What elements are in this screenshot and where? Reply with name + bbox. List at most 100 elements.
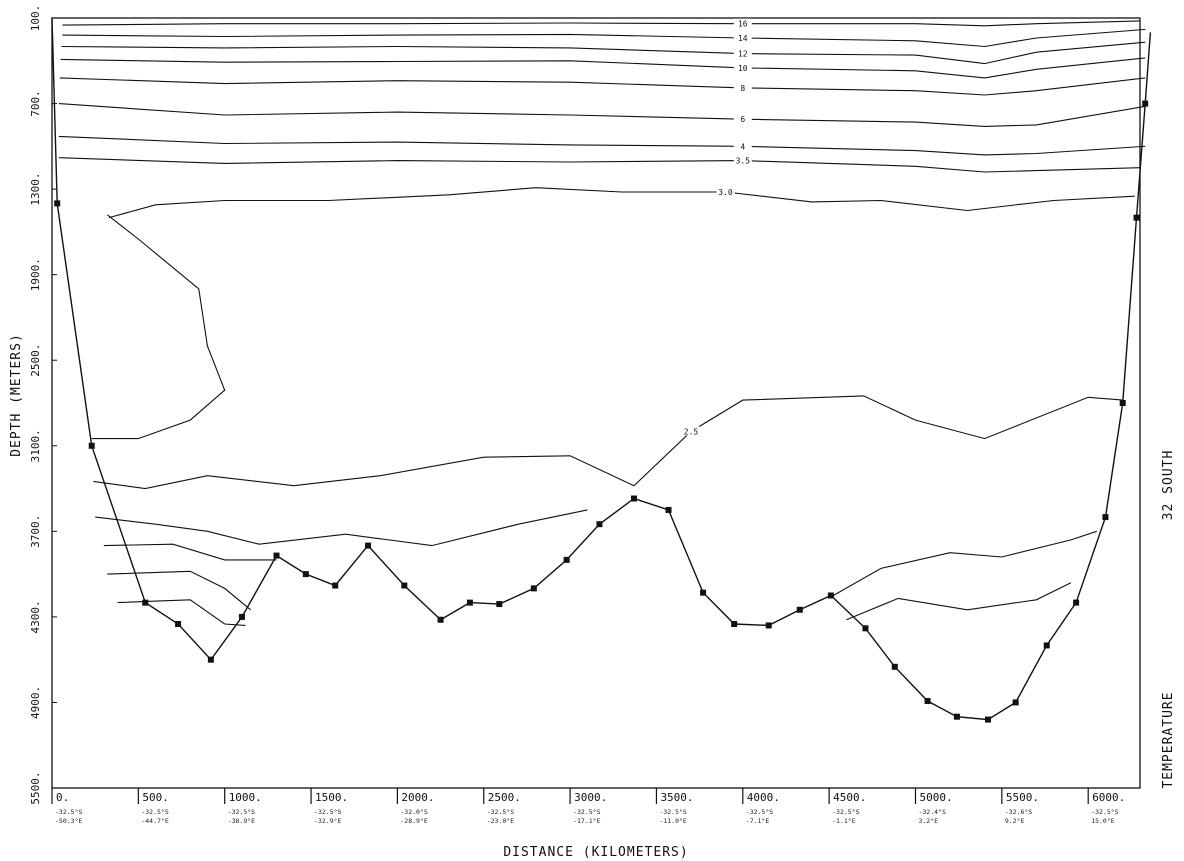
x-tick-longitude: -38.9°E — [228, 817, 255, 825]
x-tick-latitude: -32.4°S — [918, 808, 945, 816]
isotherm-line — [93, 396, 1122, 489]
station-marker — [54, 200, 60, 206]
y-axis-title: DEPTH (METERS) — [9, 333, 24, 457]
station-marker — [208, 657, 214, 663]
isotherm-label: 14 — [738, 34, 748, 43]
x-tick-label: 0. — [56, 791, 69, 804]
x-tick-latitude: -32.5°S — [746, 808, 773, 816]
x-tick-latitude: -32.5°S — [314, 808, 341, 816]
station-marker — [365, 543, 371, 549]
x-tick-longitude: 15.0°E — [1091, 817, 1115, 825]
station-marker — [892, 664, 898, 670]
y-tick-label: 3100. — [29, 429, 42, 462]
station-marker — [1142, 101, 1148, 107]
y-tick-label: 100. — [29, 5, 42, 32]
isotherm-label: 6 — [740, 115, 745, 124]
y-tick-label: 2500. — [29, 344, 42, 377]
isotherm-label: 8 — [740, 84, 745, 93]
x-axis-title: DISTANCE (KILOMETERS) — [503, 845, 688, 860]
station-marker — [731, 621, 737, 627]
x-tick-longitude: -11.0°E — [659, 817, 686, 825]
x-tick-longitude: -50.3°E — [55, 817, 82, 825]
x-tick-label: 5000. — [919, 791, 952, 804]
x-tick-label: 2000. — [401, 791, 434, 804]
y-tick-label: 1300. — [29, 173, 42, 206]
isotherm-line — [62, 29, 1145, 46]
x-tick-label: 500. — [142, 791, 169, 804]
isotherm-label: 2.5 — [684, 428, 699, 437]
station-marker — [666, 507, 672, 513]
isotherm-line — [61, 58, 1146, 78]
isotherm-line — [831, 531, 1097, 597]
station-marker — [531, 585, 537, 591]
station-marker — [438, 617, 444, 623]
isotherm-line — [107, 571, 250, 610]
x-tick-latitude: -32.5°S — [141, 808, 168, 816]
station-marker — [828, 593, 834, 599]
x-tick-longitude: -28.9°E — [400, 817, 427, 825]
station-marker — [1134, 215, 1140, 221]
station-marker — [274, 553, 280, 559]
isotherm-line — [59, 104, 1145, 127]
x-tick-label: 4000. — [747, 791, 780, 804]
y-tick-label: 700. — [29, 90, 42, 117]
x-tick-label: 5500. — [1006, 791, 1039, 804]
x-tick-latitude: -32.5°S — [832, 808, 859, 816]
x-tick-label: 3500. — [660, 791, 693, 804]
station-marker — [89, 443, 95, 449]
station-marker — [1073, 600, 1079, 606]
x-tick-label: 2500. — [488, 791, 521, 804]
station-marker — [496, 601, 502, 607]
y-tick-label: 4900. — [29, 686, 42, 719]
isotherm-line — [92, 215, 225, 439]
station-marker — [401, 583, 407, 589]
x-tick-latitude: -32.5°S — [487, 808, 514, 816]
x-tick-longitude: -17.1°E — [573, 817, 600, 825]
variable-label: TEMPERATURE — [1161, 691, 1176, 788]
x-tick-latitude: -32.0°S — [400, 808, 427, 816]
x-tick-latitude: -32.6°S — [1005, 808, 1032, 816]
x-tick-longitude: 3.2°E — [918, 817, 938, 825]
station-marker — [239, 614, 245, 620]
x-tick-longitude: -44.7°E — [141, 817, 168, 825]
isotherm-line — [95, 510, 587, 546]
station-marker — [766, 622, 772, 628]
station-marker — [332, 583, 338, 589]
isotherm-line — [62, 21, 1140, 26]
station-marker — [1013, 699, 1019, 705]
isotherm-line — [59, 158, 1140, 172]
isotherm-label: 12 — [738, 50, 748, 59]
station-marker — [596, 521, 602, 527]
station-marker — [1044, 642, 1050, 648]
isotherm-label: 4 — [740, 142, 745, 151]
y-tick-label: 5500. — [29, 771, 42, 804]
x-tick-latitude: -32.5°S — [228, 808, 255, 816]
x-tick-longitude: -7.1°E — [746, 817, 770, 825]
isotherm-line — [62, 42, 1146, 63]
station-marker — [564, 557, 570, 563]
plot-frame — [52, 18, 1140, 788]
station-marker — [1102, 514, 1108, 520]
section-label: 32 SOUTH — [1161, 450, 1176, 521]
station-marker — [985, 717, 991, 723]
x-tick-longitude: -1.1°E — [832, 817, 856, 825]
x-tick-latitude: -32.5°S — [55, 808, 82, 816]
station-marker — [797, 607, 803, 613]
isotherm-line — [118, 600, 246, 626]
x-tick-label: 4500. — [833, 791, 866, 804]
x-tick-latitude: -32.5°S — [659, 808, 686, 816]
station-marker — [467, 600, 473, 606]
station-marker — [303, 571, 309, 577]
y-tick-label: 4300. — [29, 600, 42, 633]
x-tick-label: 1000. — [229, 791, 262, 804]
station-marker — [175, 621, 181, 627]
x-tick-longitude: -23.0°E — [487, 817, 514, 825]
isotherm-line — [109, 188, 1135, 218]
isotherm-label: 10 — [738, 64, 748, 73]
y-tick-label: 1900. — [29, 258, 42, 291]
station-marker — [862, 625, 868, 631]
isotherm-line — [846, 583, 1071, 620]
station-marker — [142, 600, 148, 606]
x-tick-longitude: 9.2°E — [1005, 817, 1025, 825]
